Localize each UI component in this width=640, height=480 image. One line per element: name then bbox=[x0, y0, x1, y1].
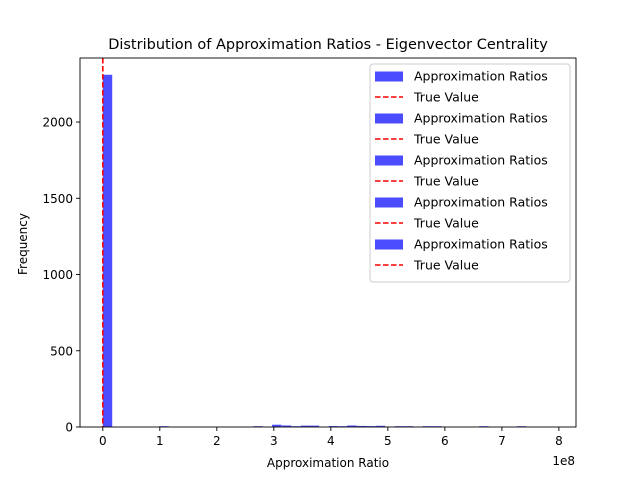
legend-entry-label: True Value bbox=[413, 132, 479, 147]
histogram-bar bbox=[300, 425, 311, 427]
x-tick-label: 3 bbox=[270, 434, 278, 448]
legend-entry-label: True Value bbox=[413, 216, 479, 231]
chart-title: Distribution of Approximation Ratios - E… bbox=[108, 37, 548, 53]
x-tick-label: 2 bbox=[213, 434, 221, 448]
legend-swatch-patch bbox=[375, 71, 403, 82]
histogram-bar bbox=[366, 426, 376, 427]
histogram-bar bbox=[347, 425, 357, 427]
y-tick-label: 1500 bbox=[42, 192, 73, 206]
legend-entry-label: Approximation Ratios bbox=[414, 69, 548, 84]
legend-entry-label: True Value bbox=[413, 90, 479, 105]
y-axis-label: Frequency bbox=[16, 213, 30, 275]
x-tick-label: 8 bbox=[555, 434, 563, 448]
legend-entry-label: True Value bbox=[413, 174, 479, 189]
legend-swatch-patch bbox=[375, 197, 403, 208]
legend-swatch-patch bbox=[375, 113, 403, 124]
histogram-bar bbox=[281, 425, 292, 427]
legend-box bbox=[369, 63, 571, 283]
x-tick-label: 1 bbox=[156, 434, 164, 448]
legend-entry-label: Approximation Ratios bbox=[414, 153, 548, 168]
histogram-bar bbox=[309, 425, 320, 427]
x-tick-label: 6 bbox=[441, 434, 449, 448]
x-axis-offset-label: 1e8 bbox=[552, 454, 575, 468]
x-tick-label: 0 bbox=[99, 434, 107, 448]
x-tick-label: 7 bbox=[498, 434, 506, 448]
histogram-bar bbox=[328, 426, 338, 427]
histogram-bar bbox=[102, 74, 113, 427]
legend-swatch-patch bbox=[375, 155, 403, 166]
plot-area: 0 1 2 3 4 5 6 7 8 0 500 1000 1500 2000 bbox=[42, 57, 577, 448]
legend-swatch-patch bbox=[375, 239, 403, 250]
y-tick-label: 500 bbox=[50, 344, 73, 358]
x-axis-label: Approximation Ratio bbox=[267, 456, 389, 470]
legend: Approximation Ratios True Value Approximat… bbox=[369, 63, 571, 283]
histogram-bar bbox=[357, 425, 367, 427]
legend-entry-label: Approximation Ratios bbox=[414, 111, 548, 126]
legend-entry-label: Approximation Ratios bbox=[414, 237, 548, 252]
legend-entry-label: Approximation Ratios bbox=[414, 195, 548, 210]
x-tick-label: 5 bbox=[384, 434, 392, 448]
axes-frame bbox=[79, 57, 577, 428]
x-tick-label: 4 bbox=[327, 434, 335, 448]
histogram-bar bbox=[375, 425, 386, 427]
y-tick-label: 0 bbox=[65, 421, 73, 435]
histogram-bar bbox=[272, 424, 282, 427]
y-tick-label: 1000 bbox=[42, 268, 73, 282]
y-tick-label: 2000 bbox=[42, 116, 73, 130]
legend-entry-label: True Value bbox=[413, 258, 479, 273]
